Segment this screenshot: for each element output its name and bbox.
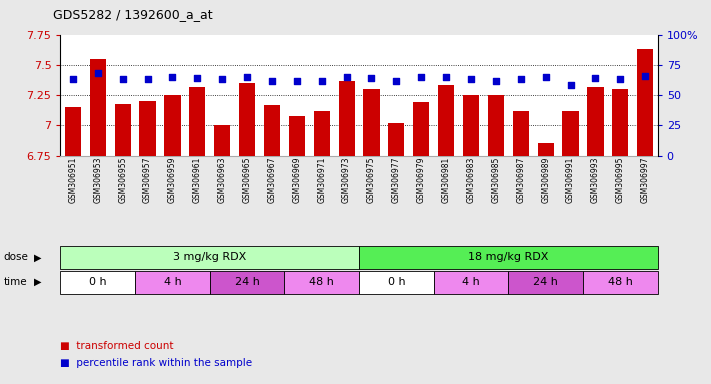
Text: dose: dose: [4, 252, 28, 262]
Bar: [135, 271, 210, 294]
Bar: [562, 111, 579, 156]
Text: 48 h: 48 h: [309, 277, 334, 287]
Point: [341, 74, 352, 80]
Point: [565, 82, 576, 88]
Text: GDS5282 / 1392600_a_at: GDS5282 / 1392600_a_at: [53, 8, 213, 21]
Bar: [65, 107, 81, 156]
Point: [117, 76, 128, 83]
Text: 0 h: 0 h: [89, 277, 107, 287]
Bar: [289, 116, 305, 156]
Point: [540, 74, 551, 80]
Bar: [164, 95, 181, 156]
Text: 24 h: 24 h: [533, 277, 558, 287]
Bar: [434, 271, 508, 294]
Text: 48 h: 48 h: [608, 277, 633, 287]
Point: [266, 78, 277, 84]
Bar: [264, 105, 280, 156]
Bar: [60, 271, 135, 294]
Point: [490, 78, 501, 84]
Point: [589, 75, 601, 81]
Text: 4 h: 4 h: [462, 277, 480, 287]
Bar: [637, 49, 653, 156]
Bar: [463, 95, 479, 156]
Point: [391, 78, 402, 84]
Text: ■  transformed count: ■ transformed count: [60, 341, 174, 351]
Point: [241, 74, 253, 80]
Point: [191, 75, 203, 81]
Bar: [114, 104, 131, 156]
Point: [141, 76, 154, 83]
Bar: [314, 111, 330, 156]
Point: [316, 78, 327, 84]
Point: [515, 76, 526, 83]
Point: [415, 74, 427, 80]
Bar: [239, 83, 255, 156]
Text: time: time: [4, 277, 27, 287]
Text: 24 h: 24 h: [235, 277, 260, 287]
Point: [92, 70, 104, 76]
Bar: [388, 123, 405, 156]
Point: [465, 76, 476, 83]
Bar: [538, 144, 554, 156]
Point: [292, 78, 303, 84]
Bar: [587, 86, 604, 156]
Point: [216, 76, 228, 83]
Bar: [508, 271, 583, 294]
Bar: [612, 89, 629, 156]
Text: ■  percentile rank within the sample: ■ percentile rank within the sample: [60, 358, 252, 368]
Bar: [438, 85, 454, 156]
Bar: [363, 89, 380, 156]
Point: [365, 75, 377, 81]
Bar: [583, 271, 658, 294]
Bar: [139, 101, 156, 156]
Bar: [214, 125, 230, 156]
Bar: [359, 271, 434, 294]
Point: [639, 73, 651, 79]
Text: 18 mg/kg RDX: 18 mg/kg RDX: [468, 252, 549, 262]
Point: [67, 76, 78, 83]
Bar: [338, 81, 355, 156]
Point: [440, 74, 452, 80]
Bar: [90, 59, 106, 156]
Text: 3 mg/kg RDX: 3 mg/kg RDX: [173, 252, 247, 262]
Bar: [189, 86, 205, 156]
Text: 4 h: 4 h: [164, 277, 181, 287]
Point: [166, 74, 178, 80]
Bar: [413, 102, 429, 156]
Bar: [359, 246, 658, 269]
Point: [614, 76, 626, 83]
Text: ▶: ▶: [34, 277, 42, 287]
Bar: [210, 271, 284, 294]
Bar: [60, 246, 359, 269]
Text: 0 h: 0 h: [387, 277, 405, 287]
Bar: [513, 111, 529, 156]
Bar: [284, 271, 359, 294]
Text: ▶: ▶: [34, 252, 42, 262]
Bar: [488, 95, 504, 156]
